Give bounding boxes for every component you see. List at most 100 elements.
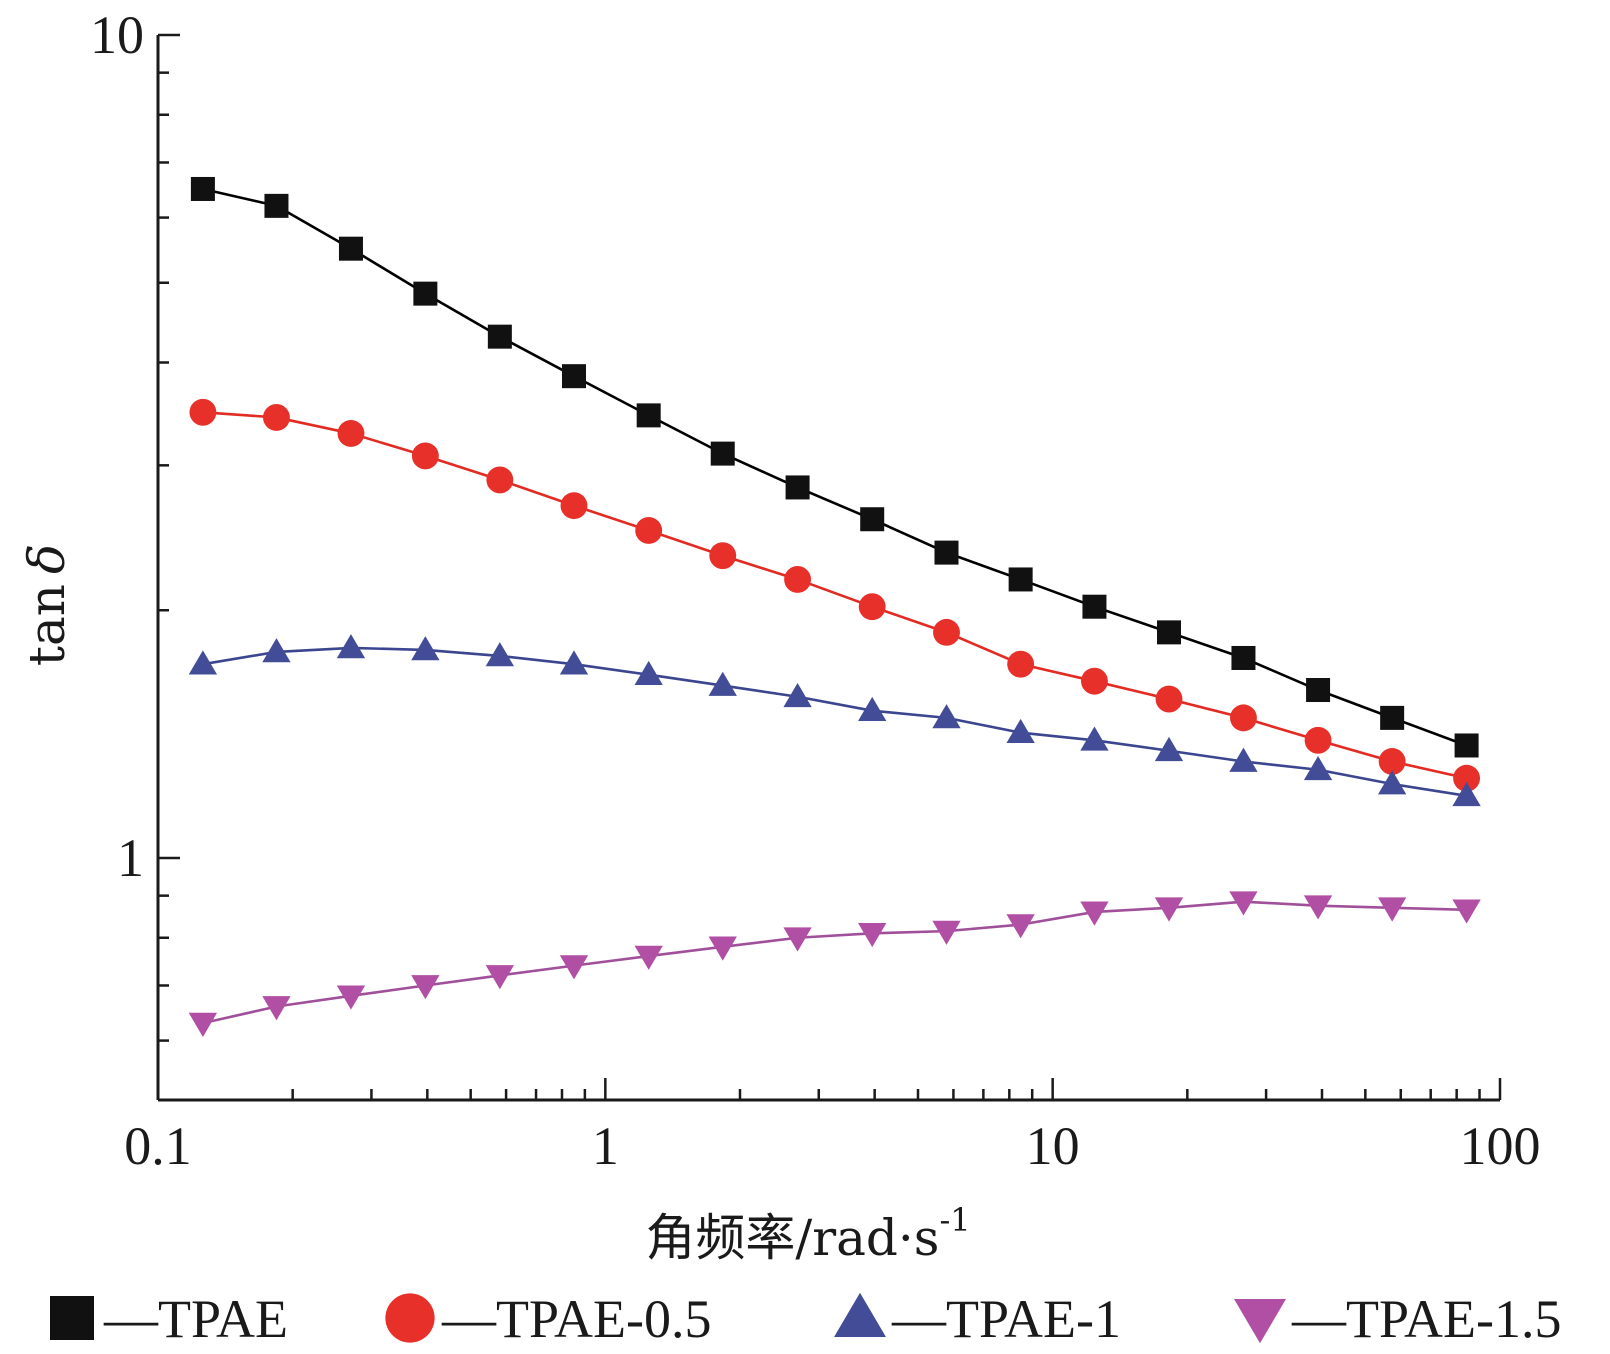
data-point (1231, 645, 1256, 670)
data-point (858, 696, 887, 722)
data-point (934, 540, 959, 565)
series-3 (188, 634, 1481, 807)
series-line (202, 646, 1467, 798)
data-point (485, 642, 515, 667)
data-point (336, 634, 366, 659)
legend-marker (50, 1296, 94, 1340)
data-point (1303, 755, 1333, 781)
legend-item: —TPAE-1.5 (1234, 1289, 1562, 1349)
x-tick-label: 100 (1460, 1116, 1541, 1176)
data-point (487, 324, 512, 349)
x-axis-title-superscript: -1 (939, 1201, 970, 1239)
data-point (561, 364, 586, 389)
data-point (1453, 764, 1481, 792)
data-point (1229, 747, 1258, 772)
data-point (785, 475, 810, 500)
series-1 (190, 176, 1479, 758)
data-point (188, 650, 218, 675)
y-tick-label: 10 (90, 5, 144, 65)
data-point (858, 922, 887, 948)
data-point (1155, 685, 1183, 713)
data-point (1006, 914, 1035, 939)
data-point (1377, 770, 1407, 795)
data-point (559, 650, 589, 675)
data-point (860, 507, 885, 532)
data-point (262, 638, 291, 663)
data-point (858, 593, 886, 621)
data-point (560, 492, 588, 520)
data-point (1303, 895, 1333, 920)
y-axis-title: tan δ (18, 544, 76, 666)
data-point (486, 466, 514, 494)
data-point (1306, 678, 1331, 703)
data-point (1380, 705, 1405, 730)
data-point (635, 517, 663, 544)
data-point (337, 419, 365, 447)
x-axis-title: 角频率/rad·s-1 (645, 1201, 970, 1267)
data-point (1157, 620, 1182, 645)
data-point (932, 704, 961, 729)
data-point (1081, 667, 1108, 695)
data-point (262, 996, 291, 1021)
legend-marker (385, 1293, 435, 1343)
data-point (932, 920, 961, 945)
data-point (413, 281, 438, 306)
series-4 (188, 891, 1481, 1037)
data-point (783, 927, 812, 952)
data-point (1154, 897, 1184, 922)
data-point (708, 936, 737, 961)
axes: 0.1 1 10 100 1 10 (90, 5, 1541, 1176)
data-point (933, 618, 960, 646)
data-point (710, 441, 735, 466)
series-line (202, 410, 1467, 780)
data-point (708, 671, 737, 696)
data-point (485, 965, 515, 990)
data-point (336, 985, 366, 1010)
legend-item: —TPAE-0.5 (385, 1289, 712, 1349)
data-point (1007, 650, 1035, 678)
legend-label: —TPAE (103, 1289, 288, 1349)
data-point (263, 404, 290, 431)
legend: —TPAE —TPAE-0.5 —TPAE-1 —TPAE-1.5 (50, 1289, 1562, 1349)
x-tick-label: 10 (1026, 1116, 1080, 1176)
data-point (1452, 782, 1481, 807)
data-point (1006, 718, 1035, 744)
data-point (411, 975, 440, 1000)
data-point (1454, 733, 1479, 758)
x-tick-label: 1 (592, 1116, 619, 1176)
data-point (1080, 901, 1109, 926)
legend-marker (834, 1292, 886, 1337)
data-point (1377, 897, 1407, 922)
series-2 (189, 398, 1481, 792)
data-point (1230, 704, 1257, 732)
data-point (1378, 748, 1406, 775)
legend-label: —TPAE-1.5 (1291, 1289, 1562, 1349)
data-point (783, 682, 812, 708)
data-point (1080, 726, 1109, 751)
data-point (634, 660, 663, 686)
series-line (202, 900, 1467, 1025)
data-point (709, 542, 737, 570)
legend-item: —TPAE-1 (834, 1289, 1121, 1349)
data-point (1082, 594, 1107, 619)
data-point (784, 566, 812, 593)
data-point (559, 955, 589, 980)
legend-label: —TPAE-1 (891, 1289, 1121, 1349)
data-point (190, 176, 215, 201)
legend-marker (1234, 1299, 1286, 1344)
x-axis-title-text: 角频率/rad·s (645, 1209, 939, 1267)
data-point (411, 636, 440, 661)
data-point (1304, 726, 1332, 754)
y-axis-title-text: tan (18, 584, 76, 666)
legend-label: —TPAE-0.5 (441, 1289, 712, 1349)
y-tick-label: 1 (117, 828, 144, 888)
data-point (636, 403, 661, 428)
x-tick-label: 0.1 (124, 1116, 192, 1176)
data-point (634, 945, 663, 970)
plot-area (188, 176, 1481, 1037)
y-axis-title-symbol: δ (18, 544, 76, 574)
data-point (1008, 567, 1033, 592)
data-point (264, 193, 289, 218)
legend-item: —TPAE (50, 1289, 288, 1349)
data-point (188, 1012, 218, 1037)
